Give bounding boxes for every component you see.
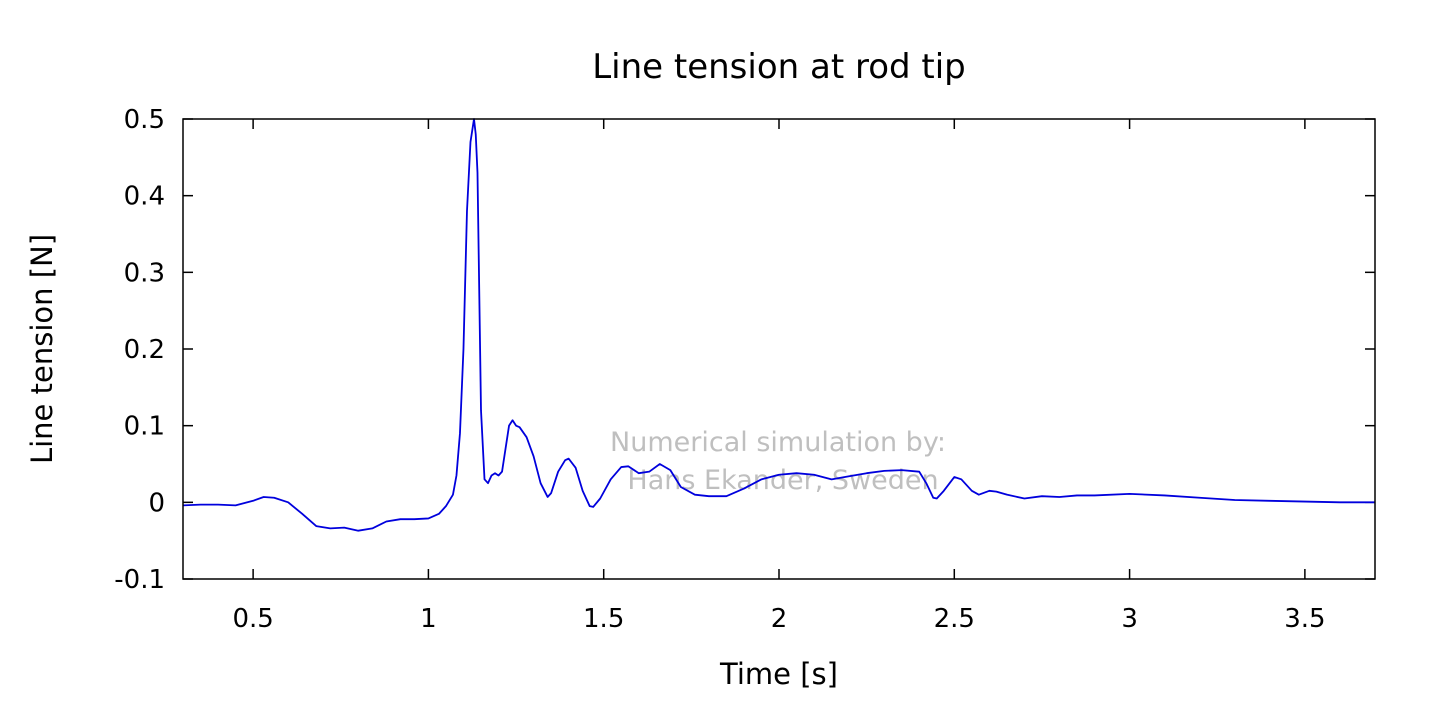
y-tick-label: 0: [148, 488, 165, 518]
y-tick-label: -0.1: [114, 565, 165, 595]
y-tick-label: 0.4: [124, 182, 165, 212]
x-tick-label: 2.5: [934, 604, 975, 634]
watermark-line-2: Hans Ekander, Sweden: [627, 465, 938, 496]
y-tick-label: 0.2: [124, 335, 165, 365]
x-tick-label: 0.5: [232, 604, 273, 634]
x-axis-label: Time [s]: [719, 657, 838, 691]
x-tick-label: 1.5: [583, 604, 624, 634]
x-tick-label: 3.5: [1284, 604, 1325, 634]
axis-ticks: 0.5 1 1.5 2 2.5 3 3.5 -0.1 0 0.1 0.2 0.3 0.4 0.5: [114, 105, 1375, 634]
chart-title: Line tension at rod tip: [592, 47, 966, 87]
watermark-line-1: Numerical simulation by:: [610, 427, 946, 458]
x-tick-label: 2: [771, 604, 788, 634]
x-tick-label: 1: [420, 604, 437, 634]
y-axis-label: Line tension [N]: [25, 234, 59, 464]
series-line-0: [182, 118, 1375, 532]
y-tick-label: 0.3: [124, 258, 165, 288]
plot-frame: [182, 118, 1376, 580]
x-tick-label: 3: [1121, 604, 1138, 634]
y-tick-label: 0.1: [124, 412, 165, 442]
y-tick-label: 0.5: [124, 105, 165, 135]
series-layer: [182, 118, 1375, 532]
